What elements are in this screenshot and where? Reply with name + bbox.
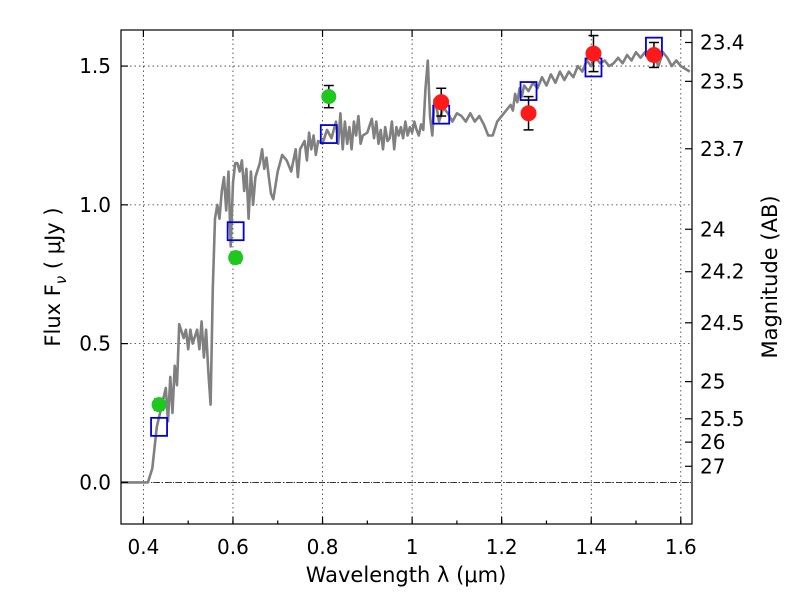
y-tick-label: 0.0 — [79, 470, 111, 494]
y2-tick-label: 25 — [700, 370, 725, 394]
y2-tick-label: 24 — [700, 217, 725, 241]
x-axis-label: Wavelength λ (μm) — [306, 563, 507, 587]
x-tick-label: 1 — [406, 535, 419, 559]
x-tick-label: 0.4 — [127, 535, 159, 559]
y2-tick-label: 23.4 — [700, 30, 745, 54]
x-tick-label: 1.6 — [665, 535, 697, 559]
model-photometry-box — [150, 416, 168, 437]
y2-tick-label: 24.2 — [700, 260, 745, 284]
red-data-point — [585, 45, 602, 62]
red-data-point — [433, 94, 450, 111]
x-tick-label: 1.4 — [575, 535, 607, 559]
y2-tick-label: 26 — [700, 430, 725, 454]
plot-frame — [120, 29, 693, 525]
markers — [150, 34, 663, 437]
y-axis-label-main: Flux F — [41, 284, 65, 346]
y-tick-label: 1.5 — [79, 54, 111, 78]
red-data-point — [520, 105, 537, 122]
x-tick-label: 0.6 — [217, 535, 249, 559]
model-photometry-box — [319, 124, 338, 144]
plot-area — [121, 50, 691, 484]
red-data-point — [645, 46, 662, 63]
y-axis-label-unit: ( μJy ) — [41, 207, 65, 275]
y2-axis-label: Magnitude (AB) — [758, 195, 782, 358]
green-data-point — [228, 250, 244, 266]
model-photometry-box — [226, 221, 245, 242]
x-tick-label: 1.2 — [486, 535, 518, 559]
y2-tick-label: 27 — [700, 454, 725, 478]
y2-tick-label: 24.5 — [700, 311, 745, 335]
y2-tick-label: 23.7 — [700, 137, 745, 161]
y-axis-label-sub: ν — [52, 276, 70, 284]
ticks: 0.4 0.6 0.8 1 1.2 1.4 1.6 0.0 0.5 1.0 1.5 23.4 23.5 2… — [79, 30, 745, 559]
y2-tick-label: 25.5 — [700, 407, 745, 431]
green-data-point — [151, 397, 167, 413]
y-tick-label: 1.0 — [79, 193, 111, 217]
x-tick-label: 0.8 — [307, 535, 339, 559]
y-tick-label: 0.5 — [79, 332, 111, 356]
model-spectrum-line — [121, 50, 691, 484]
y2-tick-label: 23.5 — [700, 69, 745, 93]
y-axis-label: Flux Fν ( μJy ) — [41, 207, 70, 346]
green-data-point — [321, 89, 337, 105]
